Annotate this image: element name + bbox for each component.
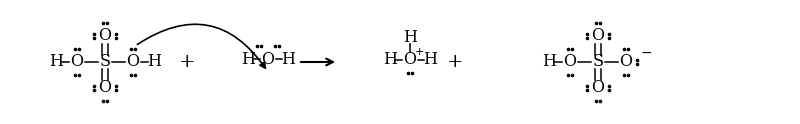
Text: S: S [99, 53, 110, 71]
Text: O: O [126, 53, 139, 71]
Text: H: H [281, 50, 295, 67]
Text: O: O [98, 28, 111, 45]
Text: H: H [403, 30, 417, 46]
Text: H: H [241, 50, 255, 67]
Text: O: O [563, 53, 577, 71]
Text: H: H [49, 53, 63, 71]
Text: H: H [542, 53, 556, 71]
Text: H: H [423, 51, 437, 68]
Text: H: H [147, 53, 161, 71]
Text: O: O [262, 50, 274, 67]
Text: −: − [640, 46, 652, 60]
Text: S: S [593, 53, 603, 71]
Text: O: O [70, 53, 83, 71]
Text: +: + [414, 47, 424, 57]
Text: O: O [591, 28, 605, 45]
Text: O: O [619, 53, 633, 71]
Text: O: O [591, 79, 605, 96]
Text: +: + [446, 53, 463, 71]
Text: H: H [383, 51, 397, 68]
Text: +: + [178, 53, 195, 71]
Text: O: O [98, 79, 111, 96]
Text: O: O [403, 51, 417, 68]
